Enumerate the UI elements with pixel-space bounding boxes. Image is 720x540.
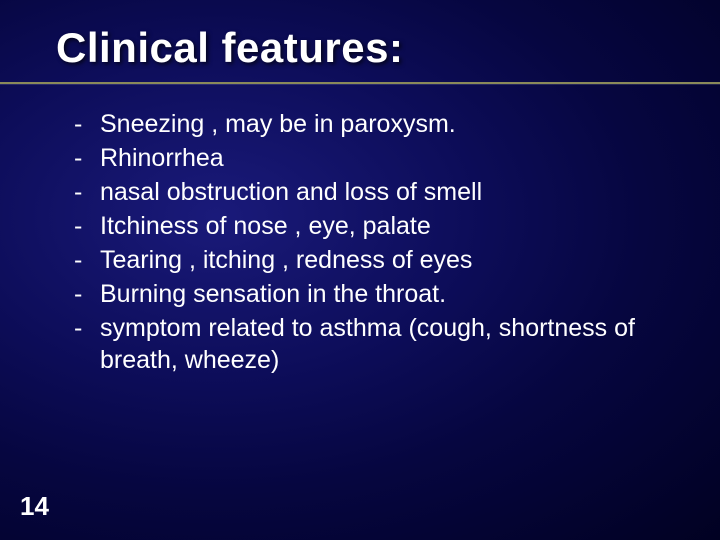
list-item: - Rhinorrhea xyxy=(74,142,654,174)
list-item-text: symptom related to asthma (cough, shortn… xyxy=(100,312,654,376)
list-item: - Burning sensation in the throat. xyxy=(74,278,654,310)
bullet-icon: - xyxy=(74,176,100,208)
list-item: - Itchiness of nose , eye, palate xyxy=(74,210,654,242)
bullet-list: - Sneezing , may be in paroxysm. - Rhino… xyxy=(74,108,654,378)
page-number: 14 xyxy=(20,491,49,522)
bullet-icon: - xyxy=(74,108,100,140)
list-item-text: Tearing , itching , redness of eyes xyxy=(100,244,472,276)
bullet-icon: - xyxy=(74,278,100,310)
bullet-icon: - xyxy=(74,312,100,344)
list-item: - nasal obstruction and loss of smell xyxy=(74,176,654,208)
list-item-text: Burning sensation in the throat. xyxy=(100,278,446,310)
bullet-icon: - xyxy=(74,210,100,242)
list-item: - symptom related to asthma (cough, shor… xyxy=(74,312,654,376)
title-underline xyxy=(0,82,720,84)
list-item-text: Rhinorrhea xyxy=(100,142,224,174)
list-item-text: Itchiness of nose , eye, palate xyxy=(100,210,431,242)
list-item-text: Sneezing , may be in paroxysm. xyxy=(100,108,456,140)
bullet-icon: - xyxy=(74,244,100,276)
slide-title: Clinical features: xyxy=(56,24,403,72)
list-item: - Tearing , itching , redness of eyes xyxy=(74,244,654,276)
bullet-icon: - xyxy=(74,142,100,174)
list-item-text: nasal obstruction and loss of smell xyxy=(100,176,482,208)
list-item: - Sneezing , may be in paroxysm. xyxy=(74,108,654,140)
